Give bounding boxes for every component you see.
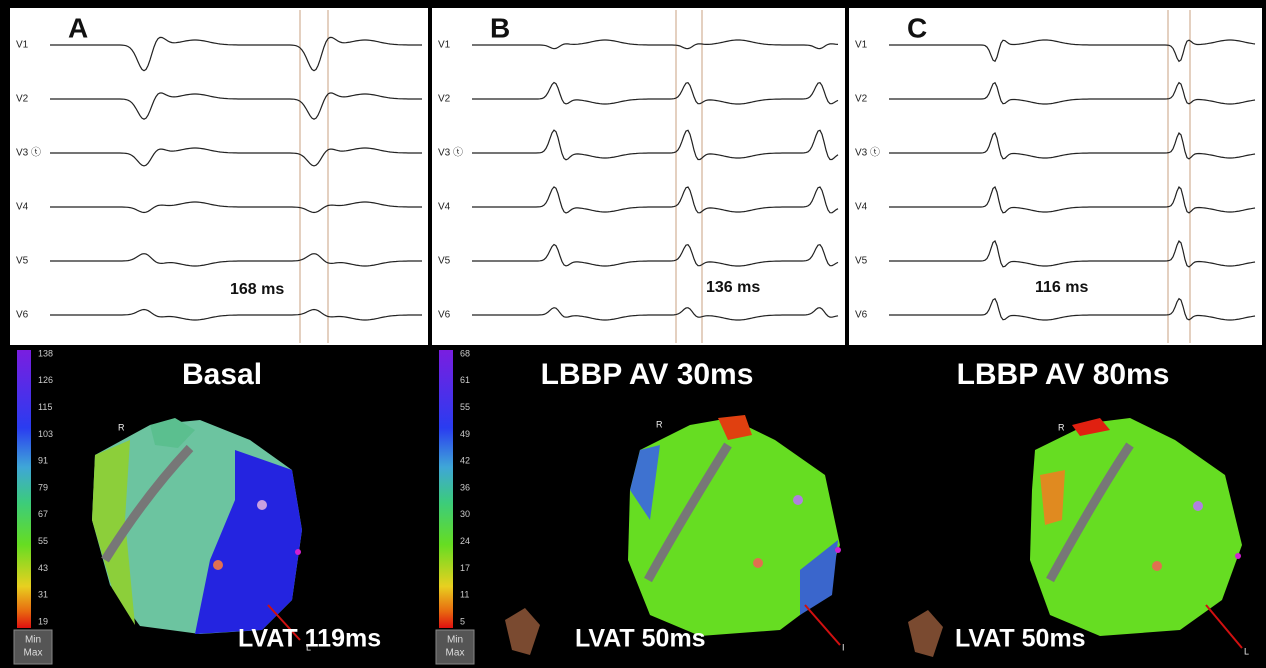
scale-label: 24	[460, 536, 470, 546]
panel-label: A	[68, 12, 88, 43]
ecg-trace	[472, 129, 839, 161]
orientation-label: R	[118, 422, 125, 432]
lead-label: V1	[855, 40, 868, 51]
ecg-panel	[10, 8, 428, 345]
map-title: LBBP AV 80ms	[957, 358, 1170, 391]
orientation-label: R	[1058, 422, 1065, 432]
interval-label: 168 ms	[230, 281, 284, 298]
scale-label: 17	[460, 563, 470, 573]
lead-label: V6	[855, 310, 868, 321]
scale-label: 138	[38, 348, 53, 358]
ecg-trace	[50, 36, 422, 72]
scale-label: 11	[460, 590, 469, 600]
ecg-trace	[50, 253, 422, 267]
heart-map-b	[505, 415, 841, 655]
interval-label: 136 ms	[706, 279, 760, 296]
color-scale	[439, 350, 453, 628]
scale-label: 68	[460, 348, 470, 358]
button-text: Max	[24, 648, 43, 659]
lead-label: V3 ⓣ	[855, 147, 880, 159]
heart-map-a	[92, 418, 302, 641]
lead-label: V1	[438, 40, 451, 51]
map-title: LBBP AV 30ms	[541, 358, 754, 391]
ecg-trace	[889, 39, 1256, 63]
orientation-label: L	[306, 642, 311, 652]
scale-label: 91	[38, 456, 48, 466]
lead-label: V4	[438, 202, 451, 213]
color-scale	[17, 350, 31, 628]
ecg-trace	[889, 297, 1256, 321]
panel-label: B	[490, 12, 510, 43]
scale-label: 103	[38, 429, 53, 439]
ecg-trace	[472, 186, 839, 214]
orientation-label: L	[1244, 646, 1249, 656]
panel-label: C	[907, 12, 927, 43]
scale-label: 31	[38, 590, 48, 600]
lead-label: V5	[16, 256, 29, 267]
scale-label: 61	[460, 375, 470, 385]
scale-label: 115	[38, 402, 52, 412]
ecg-trace	[472, 243, 839, 267]
scale-label: 36	[460, 482, 470, 492]
ecg-trace	[889, 81, 1256, 105]
ecg-trace	[50, 147, 422, 167]
ecg-trace	[889, 132, 1256, 160]
lead-label: V6	[438, 310, 451, 321]
lvat-label: LVAT 50ms	[955, 625, 1086, 653]
interval-label: 116 ms	[1035, 279, 1088, 296]
button-text: Min	[25, 635, 41, 646]
heart-map-c	[908, 418, 1243, 657]
ecg-trace	[472, 307, 839, 321]
ecg-trace	[50, 201, 422, 214]
lead-label: V2	[16, 94, 29, 105]
button-text: Max	[446, 648, 465, 659]
lead-label: V3 ⓣ	[16, 147, 41, 159]
ecg-panel	[849, 8, 1262, 345]
orientation-label: R	[656, 419, 663, 429]
scale-label: 49	[460, 429, 470, 439]
ecg-trace	[50, 92, 422, 120]
ecg-trace	[472, 39, 839, 50]
lead-label: V1	[16, 40, 29, 51]
scale-label: 19	[38, 616, 48, 626]
ecg-trace	[472, 81, 839, 105]
button-text: Min	[447, 635, 463, 646]
scale-label: 43	[38, 563, 48, 573]
lead-label: V5	[855, 256, 868, 267]
ecg-panel	[432, 8, 845, 345]
scale-label: 126	[38, 375, 53, 385]
scale-label: 55	[38, 536, 48, 546]
orientation-label: I	[842, 642, 845, 652]
scale-label: 79	[38, 482, 48, 492]
ecg-trace	[50, 308, 422, 321]
min-max-button	[435, 629, 475, 665]
lead-label: V2	[438, 94, 451, 105]
lvat-label: LVAT 50ms	[575, 625, 706, 653]
lead-label: V4	[855, 202, 868, 213]
lead-label: V2	[855, 94, 868, 105]
scale-label: 5	[460, 616, 465, 626]
ecg-trace	[889, 240, 1256, 268]
scale-label: 67	[38, 509, 48, 519]
map-title: Basal	[182, 358, 262, 391]
scale-label: 30	[460, 509, 470, 519]
lead-label: V5	[438, 256, 451, 267]
scale-label: 55	[460, 402, 470, 412]
scale-label: 42	[460, 456, 470, 466]
lvat-label: LVAT 119ms	[238, 625, 381, 653]
lead-label: V6	[16, 310, 29, 321]
min-max-button	[13, 629, 53, 665]
lead-label: V3 ⓣ	[438, 147, 463, 159]
ecg-trace	[889, 186, 1256, 214]
lead-label: V4	[16, 202, 29, 213]
